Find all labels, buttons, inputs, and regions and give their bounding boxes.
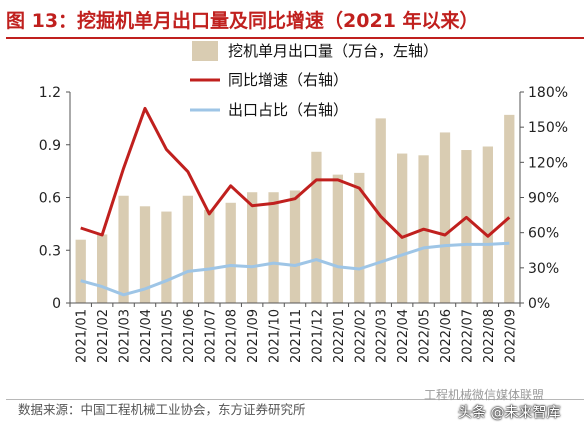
x-tick-label: 2021/08	[225, 309, 240, 363]
bar	[311, 151, 322, 303]
bar	[75, 239, 86, 303]
x-tick-label: 2022/06	[439, 309, 454, 363]
bar	[268, 192, 279, 303]
right-tick-label: 30%	[528, 261, 559, 277]
x-tick-label: 2022/07	[460, 309, 475, 363]
bar	[204, 209, 215, 303]
left-tick-label: 0.9	[39, 138, 61, 154]
x-tick-label: 2021/10	[268, 309, 283, 363]
watermark-brand: 头条 @未来智库	[458, 405, 561, 421]
bar	[97, 234, 108, 303]
bar	[225, 202, 236, 303]
bar	[118, 195, 129, 303]
right-tick-label: 90%	[528, 191, 559, 207]
x-tick-label: 2021/06	[182, 309, 197, 363]
x-tick-label: 2021/07	[203, 309, 218, 363]
bar	[161, 211, 172, 303]
title-divider	[6, 37, 584, 39]
left-tick-label: 0.3	[39, 243, 61, 259]
bar	[397, 153, 408, 303]
x-tick-label: 2022/09	[503, 309, 518, 363]
x-tick-label: 2021/12	[310, 309, 325, 363]
line-series	[80, 106, 511, 297]
source-divider	[6, 399, 584, 400]
legend-label: 挖机单月出口量（万台，左轴）	[228, 42, 438, 60]
bar	[439, 132, 451, 303]
bar	[375, 118, 386, 303]
x-tick-label: 2022/02	[353, 309, 368, 363]
x-tick-label: 2022/05	[418, 309, 433, 363]
series-line	[80, 241, 510, 297]
watermark-text: 工程机械微信媒体联盟	[424, 388, 545, 402]
legend-swatch-bar	[192, 41, 218, 61]
bar	[504, 114, 515, 303]
right-tick-label: 150%	[528, 120, 568, 136]
x-tick-label: 2022/04	[396, 309, 411, 363]
bar-series	[75, 114, 515, 303]
legend: 挖机单月出口量（万台，左轴） 同比增速（右轴） 出口占比（右轴）	[190, 41, 438, 119]
bar	[247, 192, 258, 303]
chart-title: 图 13：挖掘机单月出口量及同比增速（2021 年以来）	[6, 10, 479, 32]
source-note: 数据来源：中国工程机械工业协会，东方证券研究所	[18, 402, 306, 417]
right-tick-label: 0%	[528, 296, 550, 312]
left-tick-label: 1.2	[39, 85, 61, 101]
x-tick-label: 2021/05	[160, 309, 175, 363]
bar	[289, 190, 301, 303]
legend-label: 出口占比（右轴）	[228, 101, 348, 119]
series-line	[80, 106, 511, 239]
right-tick-label: 120%	[528, 155, 568, 171]
x-tick-label: 2021/02	[96, 309, 111, 363]
bar	[182, 195, 193, 303]
right-tick-label: 180%	[528, 85, 568, 101]
x-tick-label: 2021/03	[118, 309, 133, 363]
left-tick-label: 0	[52, 296, 61, 312]
x-tick-label: 2021/11	[289, 309, 304, 363]
x-tick-label: 2022/08	[482, 309, 497, 363]
bar	[461, 150, 472, 303]
left-tick-label: 0.6	[39, 191, 61, 207]
right-tick-label: 60%	[528, 226, 559, 242]
bar	[354, 172, 365, 303]
bar	[139, 206, 151, 303]
x-tick-label: 2021/09	[246, 309, 261, 363]
legend-label: 同比增速（右轴）	[228, 71, 348, 89]
x-tick-label: 2022/01	[332, 309, 347, 363]
x-tick-label: 2021/04	[139, 309, 154, 363]
bar	[482, 146, 493, 303]
bar	[332, 174, 343, 303]
x-tick-label: 2022/03	[375, 309, 390, 363]
x-tick-label: 2021/01	[75, 309, 90, 363]
axes: 0 0.3 0.6 0.9 1.2 0% 30% 60% 90% 120% 150% 180% 2021…	[39, 85, 568, 363]
